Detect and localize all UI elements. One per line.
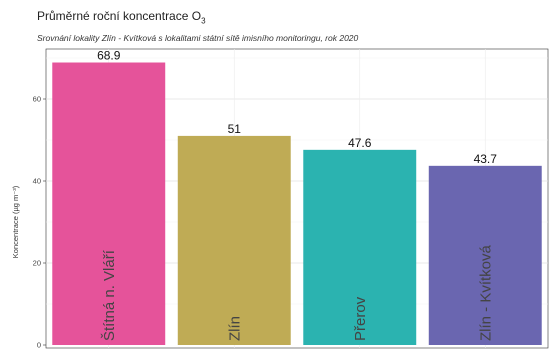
bar-category-label: Přerov	[352, 296, 369, 341]
bar-value-label: 51	[228, 122, 242, 136]
bar-category-label: Zlín - Kvítková	[477, 244, 494, 341]
bar	[52, 62, 166, 345]
y-tick-label: 20	[33, 259, 41, 268]
bar-value-label: 68.9	[97, 49, 121, 63]
chart-title: Průměrné roční koncentrace O3	[37, 9, 206, 26]
chart-subtitle: Srovnání lokality Zlín - Kvítková s loka…	[37, 33, 359, 43]
plot-border	[45, 48, 549, 349]
bar-value-label: 47.6	[348, 136, 372, 150]
y-axis-label: Koncentrace (µg m⁻³)	[11, 185, 20, 258]
y-tick-label: 60	[33, 95, 41, 104]
bars: 68.9 Štítná n. Vláří 51 Zlín 47.6 Přerov 43.7 Z…	[52, 49, 542, 345]
bar-category-label: Zlín	[226, 316, 243, 341]
y-tick-label: 0	[37, 341, 41, 350]
y-tick-label: 40	[33, 177, 41, 186]
bar-value-label: 43.7	[474, 152, 498, 166]
bar	[177, 135, 291, 345]
bar-category-label: Štítná n. Vláří	[101, 249, 118, 341]
y-axis: 0 20 40 60	[33, 95, 46, 350]
bar	[303, 149, 417, 345]
bar	[428, 165, 542, 345]
